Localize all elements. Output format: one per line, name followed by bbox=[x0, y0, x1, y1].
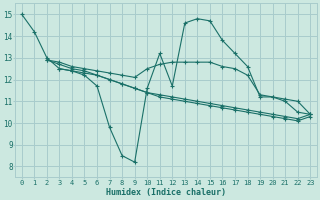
X-axis label: Humidex (Indice chaleur): Humidex (Indice chaleur) bbox=[106, 188, 226, 197]
